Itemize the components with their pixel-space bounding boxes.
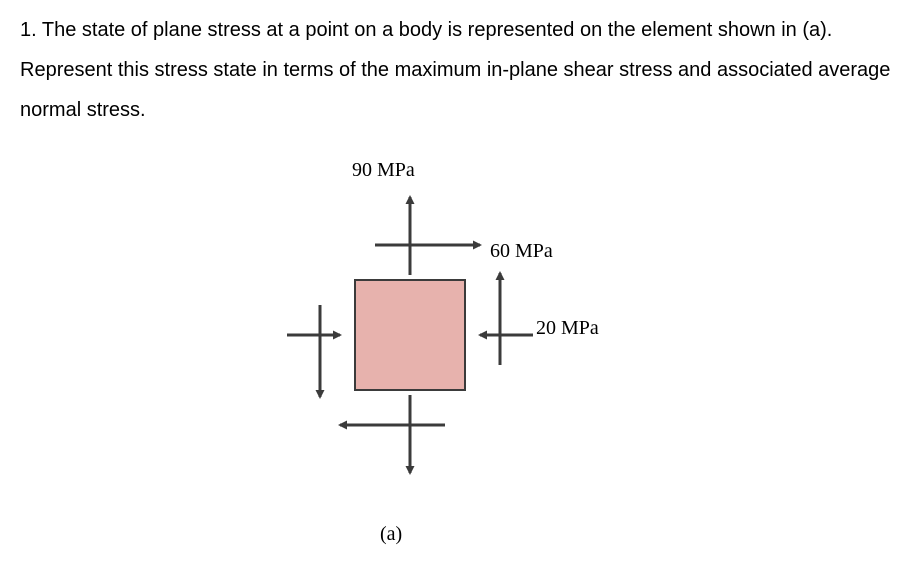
stress-diagram: 90 MPa 60 MPa 20 MPa (a): [280, 165, 640, 525]
figure-caption: (a): [380, 523, 402, 546]
problem-statement: 1. The state of plane stress at a point …: [20, 10, 899, 130]
sigma-y-label: 90 MPa: [352, 159, 415, 182]
sigma-x-label: 20 MPa: [536, 317, 599, 340]
stress-element-svg: [280, 165, 640, 525]
tau-xy-label: 60 MPa: [490, 240, 553, 263]
stress-element-square: [355, 280, 465, 390]
